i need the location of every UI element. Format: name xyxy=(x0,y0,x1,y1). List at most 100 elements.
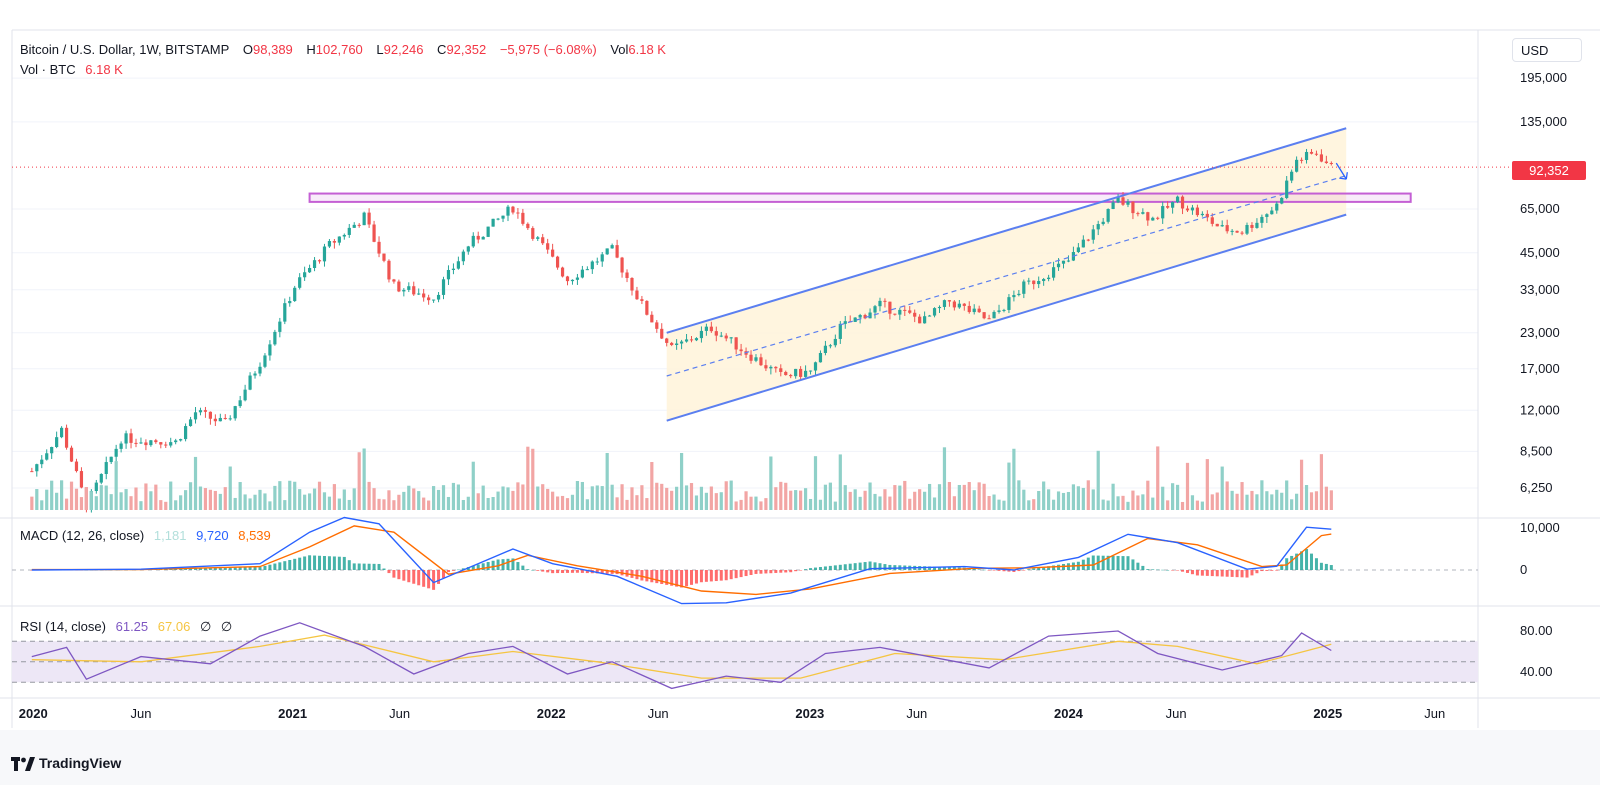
macd-line xyxy=(31,516,1332,605)
macd-hist-bar xyxy=(645,570,649,582)
volume-bar xyxy=(55,492,59,510)
candle-body xyxy=(352,224,356,228)
volume-bar xyxy=(1195,500,1200,510)
macd-hist-bar xyxy=(456,569,460,571)
candle-body xyxy=(769,366,773,369)
macd-hist-bar xyxy=(635,570,639,580)
macd-hist-bar xyxy=(1126,556,1130,570)
candle-body xyxy=(992,311,996,319)
volume-bar xyxy=(843,485,847,510)
candle-body xyxy=(977,308,981,313)
high-label: H xyxy=(306,42,316,57)
volume-bar xyxy=(1166,500,1170,510)
volume-bar xyxy=(1051,499,1056,510)
macd-hist-bar xyxy=(1245,570,1249,578)
volume-bar xyxy=(957,484,961,510)
macd-hist-bar xyxy=(1270,570,1274,571)
price-axis-label: 195,000 xyxy=(1520,70,1567,85)
candle-body xyxy=(154,440,158,443)
candle-body xyxy=(972,308,976,313)
candle-body xyxy=(159,442,163,445)
macd-hist-bar xyxy=(1260,570,1264,572)
candle-body xyxy=(303,272,307,278)
volume-bar xyxy=(183,490,188,510)
macd-hist-bar xyxy=(972,568,976,570)
candle-body xyxy=(471,235,475,247)
volume-bar xyxy=(1071,484,1076,510)
volume-bar xyxy=(50,480,54,510)
macd-legend-label[interactable]: MACD (12, 26, close) xyxy=(20,528,145,543)
macd-hist-bar xyxy=(1200,570,1204,576)
tradingview-logo-icon xyxy=(11,757,35,772)
candle-body xyxy=(684,339,689,342)
candle-body xyxy=(337,236,341,243)
volume-bar xyxy=(595,485,599,510)
volume-bar xyxy=(1180,501,1185,510)
candle-body xyxy=(139,442,143,444)
macd-hist-bar xyxy=(1111,555,1115,570)
footer-bar xyxy=(0,730,1600,785)
rsi-legend-label[interactable]: RSI (14, close) xyxy=(20,619,106,634)
volume-bar xyxy=(1106,500,1110,510)
volume-bar xyxy=(551,491,555,510)
macd-hist-bar xyxy=(471,565,475,570)
volume-bar xyxy=(1250,490,1254,510)
candle-body xyxy=(734,337,738,350)
candle-body xyxy=(119,443,123,449)
volume-bar xyxy=(878,496,882,510)
macd-hist-bar xyxy=(556,570,560,574)
candle-body xyxy=(59,427,64,438)
macd-hist-bar xyxy=(362,563,366,570)
candle-body xyxy=(446,269,451,280)
volume-bar xyxy=(670,490,674,510)
candle-body xyxy=(1260,216,1264,223)
macd-hist-bar xyxy=(937,566,941,570)
volume-bar xyxy=(357,452,361,510)
macd-hist-bar xyxy=(1329,565,1333,570)
symbol-name[interactable]: Bitcoin / U.S. Dollar, 1W, BITSTAMP xyxy=(20,42,230,57)
volume-bar xyxy=(729,480,733,510)
candle-body xyxy=(293,287,297,302)
brand-name: TradingView xyxy=(39,755,122,771)
volume-bar xyxy=(1111,483,1115,510)
time-axis-label: Jun xyxy=(906,706,927,721)
volume-bar xyxy=(1175,484,1180,510)
candle-body xyxy=(109,456,113,463)
macd-hist-bar xyxy=(1240,570,1244,578)
candle-body xyxy=(50,447,54,454)
volume-bar xyxy=(724,481,728,510)
macd-hist-bar xyxy=(1220,570,1224,577)
macd-hist-bar xyxy=(1250,570,1254,576)
candle-body xyxy=(114,448,118,457)
macd-hist-bar xyxy=(288,560,292,570)
price-axis-label: 65,000 xyxy=(1520,201,1560,216)
volume-bar xyxy=(927,483,932,510)
volume-bar xyxy=(625,499,629,510)
price-axis-label: 45,000 xyxy=(1520,245,1560,260)
volume-bar xyxy=(322,492,327,510)
candle-body xyxy=(124,433,128,444)
price-axis-label: 17,000 xyxy=(1520,361,1560,376)
volume-bar xyxy=(377,498,381,510)
volume-bar xyxy=(129,496,133,510)
volume-legend-label[interactable]: Vol · BTC xyxy=(20,62,76,77)
candle-body xyxy=(570,279,575,282)
candle-body xyxy=(1314,153,1319,155)
macd-hist-bar xyxy=(883,564,887,570)
currency-button[interactable]: USD xyxy=(1512,38,1582,62)
macd-hist-bar xyxy=(278,562,282,570)
volume-bar xyxy=(397,494,401,510)
candle-body xyxy=(238,400,242,407)
volume-bar xyxy=(223,487,227,510)
macd-hist-bar xyxy=(809,568,813,570)
volume-bar xyxy=(1141,494,1145,510)
macd-hist-bar xyxy=(461,568,465,570)
volume-bar xyxy=(1161,486,1165,510)
volume-bar xyxy=(427,500,431,510)
candle-body xyxy=(908,310,912,313)
volume-bar xyxy=(1324,486,1328,510)
volume-bar xyxy=(823,484,828,510)
tradingview-brand[interactable]: TradingView xyxy=(11,755,122,772)
candle-body xyxy=(74,461,79,472)
